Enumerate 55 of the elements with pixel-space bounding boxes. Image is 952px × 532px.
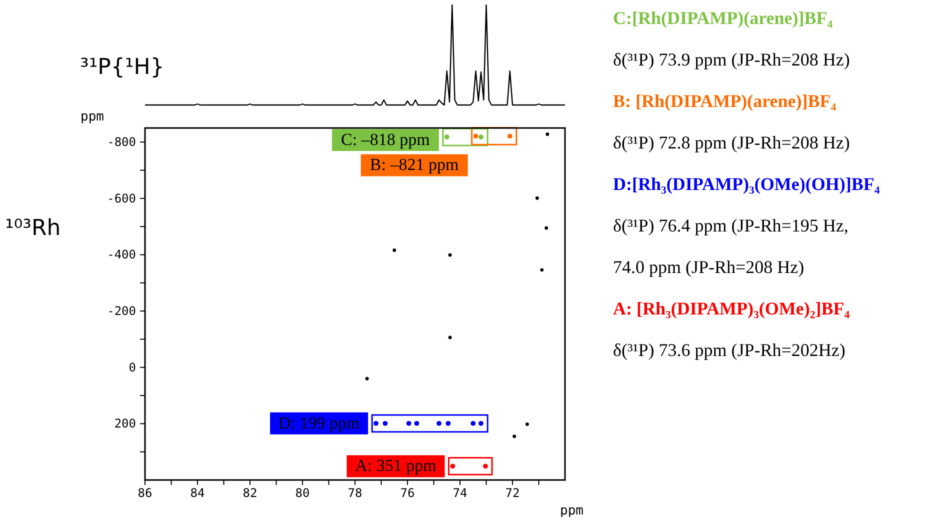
point: [540, 268, 544, 272]
text: ¹⁰³Rh: [5, 216, 61, 241]
text: 74.0 ppm (JP-Rh=208 Hz): [613, 257, 804, 277]
x-tick-label: 74: [452, 486, 468, 500]
text: δ(³¹P) 72.8 ppm (JP-Rh=208 Hz): [613, 132, 850, 152]
y-tick-label: -600: [107, 191, 136, 206]
text: C:[Rh(DIPAMP)(arene)]BF₄: [613, 8, 834, 28]
text: A: [Rh₃(DIPAMP)₃(OMe)₂]BF₄: [613, 298, 850, 318]
x-tick-label: 72: [505, 486, 520, 500]
point: [365, 376, 369, 380]
point: [473, 134, 478, 139]
point: [374, 420, 378, 426]
legend-label: C: –818 ppm: [341, 130, 430, 149]
legend-label: A: 351 ppm: [355, 456, 436, 476]
point: [525, 422, 529, 426]
point: [448, 253, 452, 257]
point: [544, 226, 548, 230]
point: [507, 134, 512, 139]
point: [535, 196, 539, 200]
x-tick-label: 84: [190, 486, 205, 500]
point: [448, 336, 452, 340]
x-tick-label: 76: [400, 486, 415, 500]
point: [450, 464, 456, 469]
point: [546, 132, 550, 136]
y-tick-label: -800: [107, 135, 136, 150]
y-axis-title: ppm: [80, 110, 104, 124]
x-tick-label: 82: [242, 486, 258, 500]
x-tick-label: 78: [348, 486, 362, 500]
text: B: [Rh(DIPAMP)(arene)]BF₄: [613, 91, 837, 111]
text: D:[Rh₃(DIPAMP)₃(OMe)(OH)]BF₄: [613, 174, 880, 194]
point: [436, 420, 442, 426]
x-tick-label: 80: [295, 486, 310, 500]
text: δ(³¹P) 73.6 ppm (JP-Rh=202Hz): [613, 340, 846, 360]
series-label: B: –821 ppm: [370, 155, 459, 174]
text: δ(³¹P) 73.9 ppm (JP-Rh=208 Hz): [613, 50, 850, 70]
point: [444, 134, 450, 140]
point: [512, 434, 516, 438]
point: [478, 134, 484, 140]
y-tick-label: -200: [107, 304, 136, 318]
point: [478, 420, 484, 426]
text: δ(³¹P) 76.4 ppm (JP-Rh=195 Hz,: [613, 216, 848, 236]
point: [392, 248, 396, 252]
point: [483, 464, 488, 469]
point: [382, 420, 388, 426]
series-label: D: 199 ppm: [278, 413, 360, 432]
x-axis-title: ppm: [560, 504, 584, 518]
point: [470, 420, 476, 426]
y-tick-label: 200: [114, 416, 136, 431]
point: [414, 420, 420, 426]
x-tick-label: 86: [138, 486, 152, 500]
point: [406, 420, 412, 426]
annotation: ³¹P{¹H}: [80, 55, 164, 80]
point: [446, 420, 451, 426]
y-tick-label: 0: [128, 360, 136, 374]
y-tick-label: -400: [107, 248, 136, 262]
